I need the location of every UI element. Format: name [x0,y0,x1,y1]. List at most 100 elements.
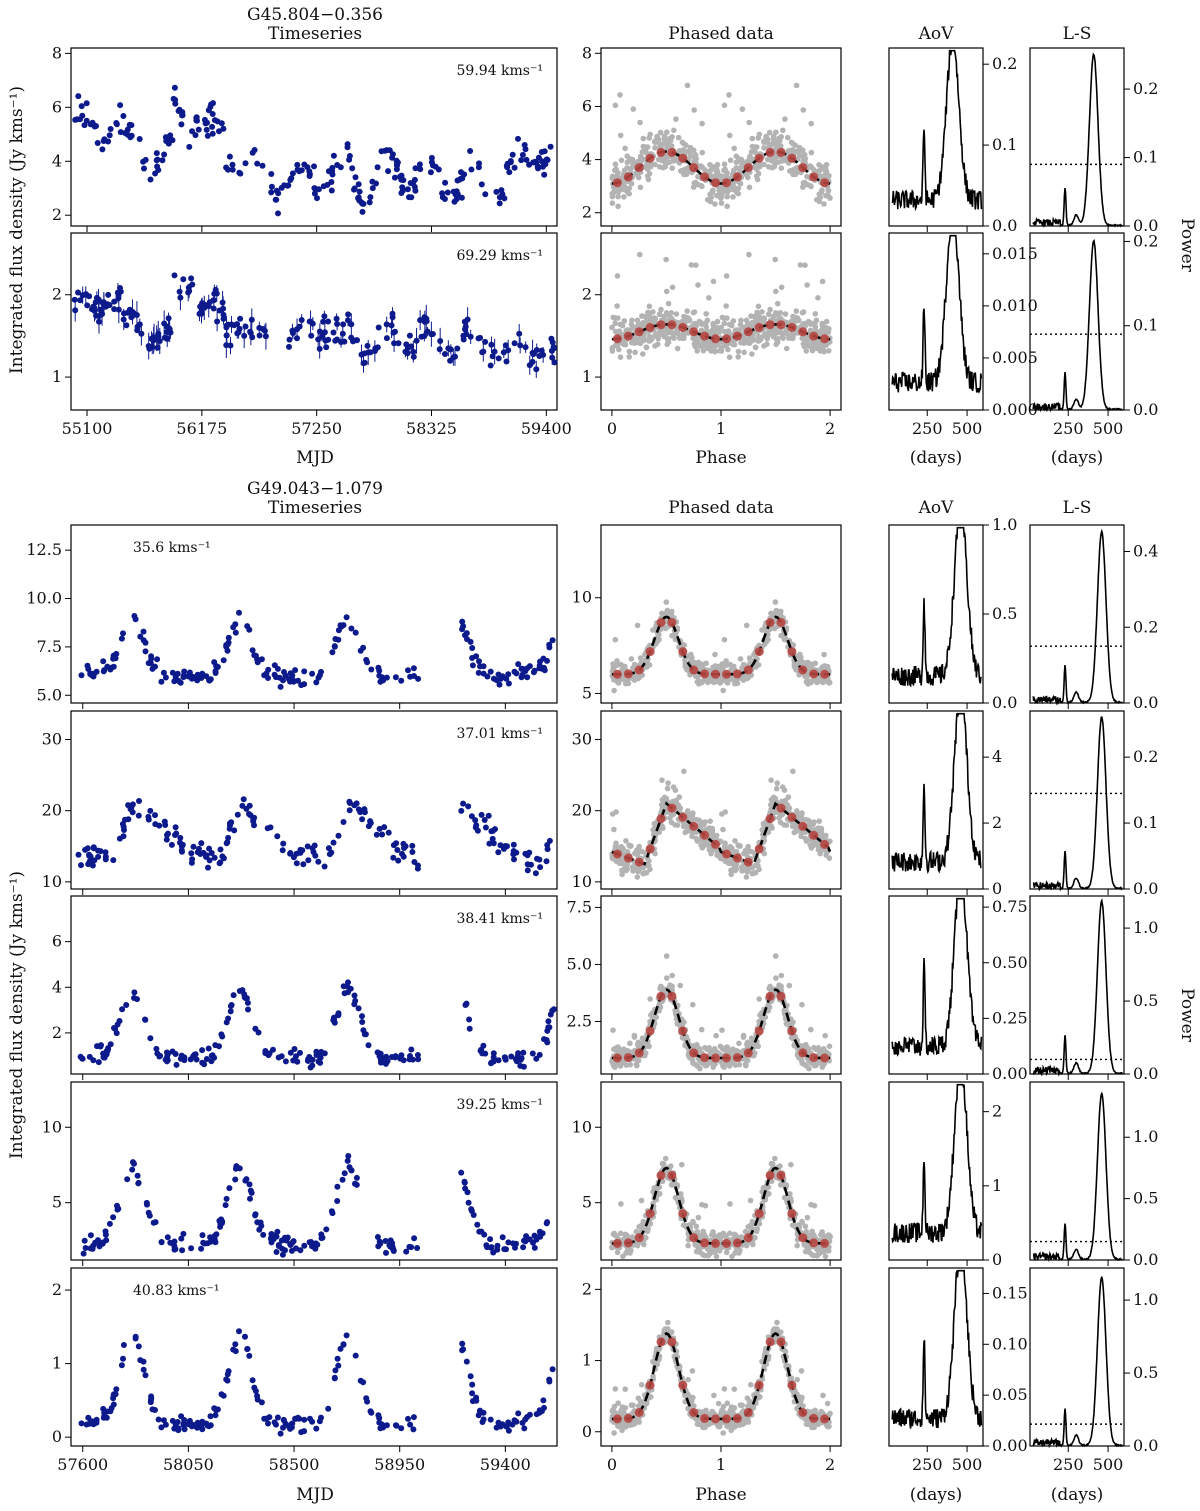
g1-r2-timeseries-point [180,276,187,283]
g2-r3-timeseries-point [501,1054,508,1061]
g1-r1-timeseries-point [195,126,202,133]
g1-r1-timeseries-point [346,156,353,163]
g2-r1-timeseries-point [493,677,500,684]
g1-r1-timeseries-point [450,188,457,195]
g2-r2-timeseries-ytick-label: 30 [42,729,62,748]
g1-r1-timeseries-point [355,181,362,188]
g2-r2-phased-point [674,822,681,828]
g2-r1-timeseries-point [480,670,487,677]
g1-r2-phased-point [779,334,785,341]
g1-r1-phased-point [714,168,721,175]
g2-r4-timeseries-point [134,1172,141,1179]
g2-r4-timeseries-point [243,1176,250,1183]
g1-r2-phased-point [817,347,823,353]
g1-r1-timeseries-point [288,175,295,182]
g1-r2-phased-point [819,278,826,285]
g1-r1-timeseries-point [493,188,500,195]
g2-r3-phased-point [627,1040,633,1047]
g2-r1-timeseries-point [505,671,512,678]
g2-r3-phased-point [664,975,670,981]
g1-r1-phase-bin [732,172,742,182]
g1-r2-phased-point [804,282,810,288]
g2-r3-timeseries-point [173,1061,180,1068]
g1-r2-phased-point [693,262,699,269]
g2-r2-phase-bin [743,857,753,867]
g2-r3-timeseries-point [241,994,248,1001]
g2-r2-phased-point [776,815,782,821]
g2-r2-timeseries-point [409,849,416,855]
g1-r2-phase-bin [612,334,622,344]
g2-r2-phased-point [684,808,691,814]
g1-r1-phased-point [662,163,669,170]
g2-r4-velocity-label: 39.25 kms⁻¹ [457,1097,543,1113]
group2-source-title: G49.043−1.079 [247,479,383,499]
g2-r2-timeseries-point [357,809,364,816]
g2-r3-aov-ytick-label: 0.75 [992,897,1028,916]
g1-r2-phase-bin [809,331,819,341]
g2-r2-timeseries-point [274,833,281,840]
g2-r2-aov-ytick-label: 2 [992,813,1002,832]
g2-r3-timeseries-point [330,1017,337,1024]
g2-r1-timeseries-point [329,649,336,656]
g1-r2-timeseries-point [517,342,524,349]
g2-r1-timeseries-point [265,675,271,681]
g2-r3-timeseries-point [230,992,237,999]
g1-r2-timeseries-point [256,332,263,339]
g1-r2-timeseries-point [477,334,484,341]
g2-r4-timeseries-point [247,1195,253,1202]
group2-x-mjd-label: MJD [296,1485,334,1505]
g1-r2-timeseries-point [395,340,402,347]
g2-r1-timeseries-point [287,678,294,685]
g1-r2-timeseries-point [105,291,112,298]
g2-r3-phased-point [719,1027,725,1033]
g2-r4-timeseries-point [188,1245,195,1252]
g1-r2-phased-point [799,335,805,342]
g1-r1-phased-point [771,163,778,170]
g2-r2-phase-bin [809,830,819,840]
g1-r1-timeseries-point [334,162,341,168]
g1-r2-timeseries-point [307,318,314,325]
g1-r1-timeseries-point [107,126,114,132]
g1-r1-timeseries-point [535,154,542,161]
g1-r1-timeseries-point [172,96,179,103]
g1-r1-timeseries-point [189,128,196,135]
g1-r2-timeseries-point [406,332,413,339]
g1-r1-timeseries-point [344,141,351,148]
g2-r3-phased-point [669,972,675,979]
g2-r4-timeseries-point [130,1159,136,1166]
g2-r4-timeseries-point [499,1234,506,1241]
g2-r1-timeseries-point [459,618,466,625]
g1-r2-phase-bin [765,320,775,330]
g2-r1-phase-bin [634,665,644,675]
g1-r2-phase-bin [645,322,655,332]
g1-r2-timeseries-point [186,288,193,294]
g1-r1-phased-point [821,201,827,207]
g1-r1-timeseries-point [268,189,275,196]
g1-r2-phased-point [629,317,635,324]
g1-r2-phased-point [621,341,627,348]
g1-r1-phased-point [615,203,621,210]
g2-r1-phase-bin [645,647,655,657]
g2-r4-timeseries-point [458,1169,465,1176]
g2-r1-timeseries-point [181,668,188,675]
g1-r2-phased-point [653,331,660,337]
g1-r2-phased-point [710,323,717,329]
g2-r1-timeseries-point [280,677,286,684]
g1-r2-timeseries-point [286,336,293,343]
group1-phased-title: Phased data [668,24,774,44]
g2-r2-timeseries-point [198,840,205,847]
g1-r2-phased-point [825,348,832,354]
g1-r2-timeseries-point [146,345,153,352]
g1-r1-phased-point [712,201,718,207]
g1-r2-phase-bin [820,334,830,344]
g1-r2-timeseries-point [83,291,89,298]
g2-r4-timeseries-point [172,1246,179,1253]
g2-r4-timeseries-point [306,1239,313,1246]
g1-r1-timeseries-point [523,156,530,163]
g2-r3-phased-point [663,953,670,959]
g2-r1-timeseries-point [213,663,220,669]
g1-r1-timeseries-point [496,194,503,201]
g1-r1-phased-point [803,181,809,187]
g1-r1-timeseries-point [192,132,199,139]
g1-r2-timeseries-point [133,312,140,318]
